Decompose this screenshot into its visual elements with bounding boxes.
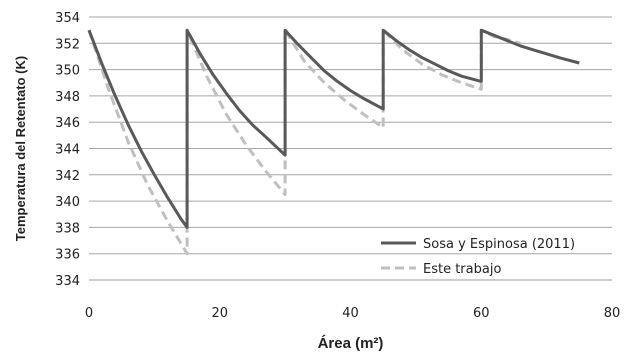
- legend-label-1: Este trabajo: [423, 262, 501, 277]
- y-tick-label: 352: [55, 37, 80, 52]
- x-tick-label: 0: [85, 306, 93, 321]
- y-tick-labels: 334 336 338 340 342 344 346 348 350 352 354: [55, 11, 80, 289]
- series-line-1: [87, 28, 521, 256]
- legend: Sosa y Espinosa (2011) Este trabajo: [381, 237, 575, 277]
- y-tick-label: 348: [55, 90, 80, 105]
- y-tick-label: 338: [55, 221, 80, 236]
- series-lines: [87, 28, 580, 256]
- y-tick-label: 336: [55, 248, 80, 263]
- y-tick-label: 340: [55, 195, 80, 210]
- series-line-0: [87, 28, 580, 229]
- y-tick-label: 334: [55, 274, 80, 289]
- x-tick-label: 20: [211, 306, 228, 321]
- gridlines: [89, 16, 612, 281]
- y-tick-label: 354: [55, 11, 80, 26]
- y-tick-label: 350: [55, 64, 80, 79]
- y-tick-label: 344: [55, 143, 80, 158]
- legend-label-0: Sosa y Espinosa (2011): [423, 237, 575, 252]
- x-tick-labels: 0 20 40 60 80: [85, 306, 620, 321]
- y-axis-title: Temperatura del Retentato (K): [13, 56, 28, 241]
- x-tick-label: 80: [604, 306, 621, 321]
- x-tick-label: 40: [342, 306, 359, 321]
- y-tick-label: 342: [55, 169, 80, 184]
- x-axis-title: Área (m²): [318, 335, 384, 352]
- x-tick-label: 60: [473, 306, 490, 321]
- y-tick-label: 346: [55, 116, 80, 131]
